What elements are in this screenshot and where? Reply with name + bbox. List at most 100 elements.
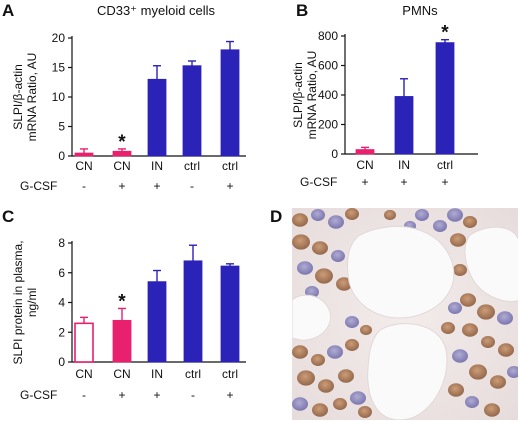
y-axis-label: SLPI protein in plasma, [11, 240, 25, 364]
bar [182, 65, 202, 157]
cell-nucleus [469, 364, 487, 380]
significance-star: * [118, 291, 126, 312]
cell-nucleus [345, 208, 359, 220]
chart-title: PMNs [402, 3, 438, 18]
cell-nucleus [498, 343, 514, 357]
y-axis-label: SLPI/β-actin [11, 64, 25, 130]
y-axis-label: mRNA Ratio, AU [25, 53, 39, 142]
y-tick-label: 5 [58, 120, 65, 134]
y-tick-label: 2 [58, 325, 65, 339]
y-axis-label: mRNA Ratio, AU [305, 51, 319, 140]
y-tick-label: 0 [58, 149, 65, 163]
category-label: ctrl [185, 367, 201, 381]
cell-nucleus [465, 396, 479, 408]
y-axis-label: SLPI/β-actin [291, 62, 305, 128]
bar [112, 319, 132, 363]
category-label: ctrl [437, 158, 453, 172]
cell-nucleus [331, 250, 345, 262]
category-label: CN [75, 159, 92, 173]
tissue-micrograph [292, 208, 518, 420]
panel-letter-c: C [2, 207, 14, 226]
gcsf-row-label: G-CSF [20, 388, 57, 402]
y-tick-label: 6 [58, 266, 65, 280]
cell-nucleus [433, 220, 447, 232]
cell-nucleus [462, 323, 478, 337]
y-tick-label: 15 [52, 61, 66, 75]
cell-nucleus [318, 379, 334, 393]
y-axis-label: ng/ml [25, 288, 39, 317]
panel-letter-d: D [270, 207, 282, 226]
gcsf-sign: + [400, 175, 407, 189]
cell-nucleus [460, 293, 476, 307]
cell-nucleus [415, 209, 429, 221]
cell-nucleus [297, 370, 315, 386]
cell-nucleus [311, 354, 325, 366]
y-tick-label: 20 [52, 31, 66, 45]
category-label: CN [113, 159, 130, 173]
cell-nucleus [447, 208, 463, 222]
y-tick-label: 0 [331, 147, 338, 161]
chart-b: PMNs SLPI/β-actin mRNA Ratio, AU 0 200 400 600… [291, 3, 478, 189]
category-label: IN [398, 158, 410, 172]
bar [147, 78, 167, 157]
cell-nucleus [315, 268, 333, 284]
panel-letter-b: B [296, 1, 308, 20]
bar [74, 322, 94, 363]
bar [220, 265, 240, 363]
bar [435, 42, 455, 155]
cell-nucleus [292, 213, 308, 227]
category-label: CN [113, 367, 130, 381]
chart-title: CD33⁺ myeloid cells [97, 3, 216, 18]
category-label: CN [75, 367, 92, 381]
cell-nucleus [345, 316, 359, 328]
cell-nucleus [292, 345, 308, 359]
y-tick-label: 10 [52, 90, 66, 104]
cell-nucleus [336, 277, 352, 291]
bar [394, 96, 414, 155]
cell-nucleus [312, 241, 328, 255]
bar [220, 49, 240, 157]
category-label: ctrl [222, 159, 238, 173]
cell-nucleus [327, 345, 343, 359]
significance-star: * [441, 23, 449, 44]
cell-nucleus [292, 397, 308, 411]
category-label: IN [151, 367, 163, 381]
cell-nucleus [463, 216, 477, 228]
gcsf-sign: - [190, 179, 194, 193]
cell-nucleus [484, 403, 500, 417]
cell-nucleus [338, 369, 354, 383]
gcsf-sign: + [361, 175, 368, 189]
cell-nucleus [481, 336, 495, 348]
significance-star: * [118, 132, 126, 153]
fat-vacuole-2 [367, 323, 448, 420]
gcsf-sign: + [226, 388, 233, 402]
cell-nucleus [384, 209, 396, 221]
y-tick-label: 400 [318, 88, 338, 102]
cell-nucleus [497, 311, 513, 325]
gcsf-row-label: G-CSF [20, 179, 57, 193]
chart-a: CD33⁺ myeloid cells SLPI/β-actin mRNA Rati… [11, 3, 246, 193]
y-tick-label: 200 [318, 118, 338, 132]
gcsf-sign: + [441, 175, 448, 189]
cell-nucleus [507, 366, 518, 378]
cell-nucleus [311, 209, 325, 221]
cell-nucleus [441, 322, 455, 334]
cell-nucleus [345, 339, 359, 351]
cell-nucleus [328, 215, 344, 229]
category-label: IN [151, 159, 163, 173]
gcsf-sign: + [118, 179, 125, 193]
y-tick-label: 0 [58, 355, 65, 369]
panel-letter-a: A [2, 1, 14, 20]
gcsf-sign: + [153, 179, 160, 193]
cell-nucleus [490, 375, 506, 389]
category-label: CN [356, 158, 373, 172]
cell-nucleus [358, 406, 372, 418]
gcsf-sign: - [191, 388, 195, 402]
cell-nucleus [477, 304, 495, 320]
gcsf-sign: + [153, 388, 160, 402]
bar [74, 152, 94, 157]
fat-vacuole-1 [347, 225, 455, 319]
gcsf-sign: - [82, 179, 86, 193]
y-tick-label: 8 [58, 236, 65, 250]
